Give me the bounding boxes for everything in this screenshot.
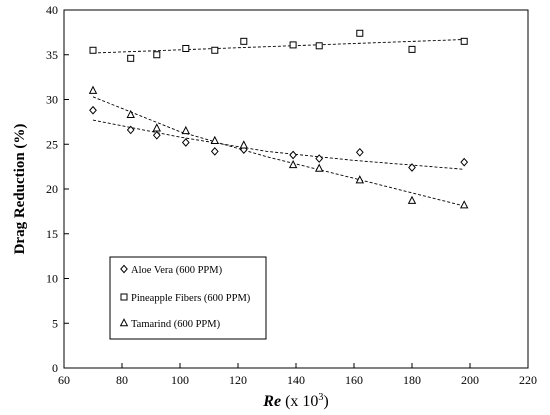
y-tick-label: 20	[46, 182, 58, 196]
x-tick-label: 80	[116, 373, 128, 387]
point-triangle	[314, 163, 324, 172]
point-triangle	[126, 109, 135, 119]
x-axis-label-close: )	[323, 393, 328, 410]
y-tick-label: 40	[46, 3, 58, 17]
point-triangle	[407, 195, 417, 204]
point-square	[315, 42, 323, 50]
point-diamond	[181, 138, 190, 147]
x-axis-label-unit: (x 10	[281, 393, 318, 410]
point-triangle	[239, 140, 249, 149]
y-tick-label: 35	[46, 48, 58, 62]
point-triangle	[288, 159, 298, 169]
y-tick-label: 5	[52, 316, 58, 330]
point-triangle	[181, 125, 191, 135]
legend-label: Pineapple Fibers (600 PPM)	[131, 293, 251, 304]
y-axis-ticks: 0 5 10 15 20 25 30 35 40	[46, 3, 69, 375]
trend-line-square	[92, 39, 465, 54]
data-points	[88, 29, 469, 209]
x-tick-label: 140	[287, 373, 305, 387]
y-tick-label: 15	[46, 227, 58, 241]
legend-marker-triangle	[119, 318, 129, 327]
x-tick-label: 60	[58, 373, 70, 387]
y-tick-label: 30	[46, 93, 58, 107]
x-tick-label: 200	[461, 373, 479, 387]
legend-box	[109, 256, 267, 340]
point-square	[89, 46, 97, 54]
x-tick-label: 160	[345, 373, 363, 387]
legend: Aloe Vera (600 PPM) Pineapple Fibers (600…	[109, 256, 267, 340]
y-tick-label: 0	[52, 361, 58, 375]
x-tick-label: 120	[229, 373, 247, 387]
point-square	[182, 44, 190, 52]
legend-marker-square	[120, 293, 128, 301]
point-triangle	[355, 175, 365, 184]
point-square	[289, 41, 297, 49]
x-axis-label: Re (x 103)	[262, 392, 328, 410]
x-tick-label: 220	[519, 373, 537, 387]
legend-label: Tamarind (600 PPM)	[131, 319, 221, 330]
point-diamond	[289, 150, 297, 160]
point-square	[240, 37, 248, 45]
point-diamond	[126, 125, 135, 135]
y-tick-label: 10	[46, 272, 58, 286]
point-square	[127, 54, 135, 62]
point-diamond	[315, 154, 324, 163]
point-diamond	[355, 147, 364, 157]
point-square	[211, 46, 219, 54]
x-axis-ticks: 60 80 100 120 140 160 180 200 220	[58, 363, 537, 387]
point-square	[356, 29, 364, 37]
point-diamond	[210, 147, 219, 156]
point-square	[408, 45, 416, 53]
trend-lines	[92, 39, 465, 207]
point-triangle	[459, 200, 469, 209]
point-triangle	[210, 135, 220, 144]
point-square	[153, 51, 161, 59]
point-diamond	[89, 105, 97, 115]
x-axis-label-exp: 3	[318, 392, 323, 403]
legend-items: Aloe Vera (600 PPM) Pineapple Fibers (600…	[119, 264, 251, 330]
point-diamond	[408, 163, 416, 172]
x-axis-label-var: Re	[262, 393, 281, 410]
legend-marker-diamond	[120, 264, 128, 274]
point-triangle	[88, 85, 98, 94]
trend-line-triangle	[92, 96, 465, 207]
point-diamond	[152, 130, 161, 140]
y-tick-label: 25	[46, 137, 58, 151]
legend-label: Aloe Vera (600 PPM)	[131, 265, 223, 276]
trend-line-diamond	[92, 119, 465, 170]
point-triangle	[152, 123, 162, 132]
x-tick-label: 100	[171, 373, 189, 387]
point-diamond	[460, 157, 469, 167]
point-square	[460, 37, 468, 45]
y-axis-label: Drag Reduction (%)	[12, 124, 28, 255]
x-tick-label: 180	[403, 373, 421, 387]
